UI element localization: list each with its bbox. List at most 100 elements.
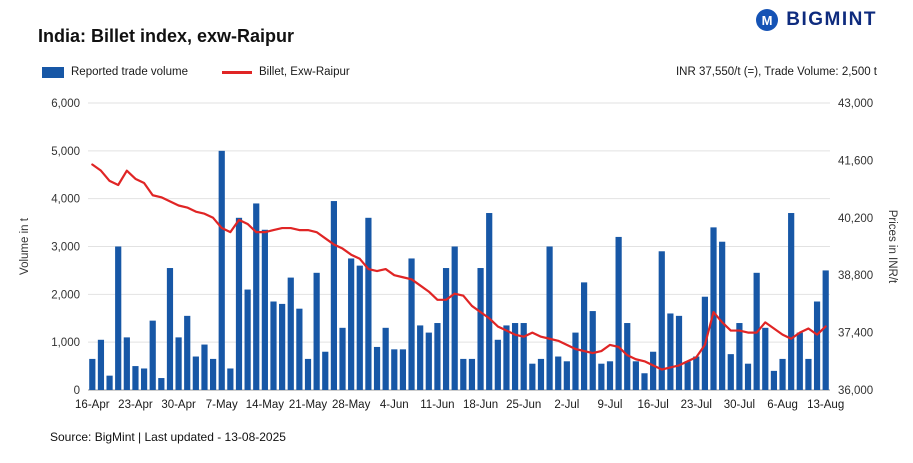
volume-bar: [770, 370, 778, 390]
volume-bar: [313, 272, 320, 390]
volume-bar: [140, 368, 148, 390]
x-axis-tick-label: 7-May: [206, 399, 238, 411]
right-axis-tick-label: 40,200: [838, 213, 873, 225]
volume-bar: [546, 246, 553, 390]
volume-bar: [719, 241, 726, 390]
volume-bar: [744, 363, 752, 390]
bigmint-logo: M BIGMINT: [755, 8, 877, 32]
volume-bar: [589, 311, 596, 390]
source-note: Source: BigMint | Last updated - 13-08-2…: [50, 430, 286, 444]
right-axis-tick-label: 36,000: [838, 385, 873, 397]
price-volume-chart: 0 1,000 2,000 3,000 4,000 5,000 6,000 36,000 37,…: [19, 98, 898, 411]
volume-bar: [89, 358, 96, 390]
volume-bar: [391, 349, 398, 390]
volume-bar: [658, 251, 665, 390]
volume-bar: [322, 351, 329, 390]
volume-bar: [149, 320, 156, 390]
volume-bar: [192, 356, 199, 390]
volume-bar: [813, 301, 821, 390]
volume-bar: [123, 337, 130, 390]
volume-bar: [218, 150, 225, 390]
x-axis-tick-label: 4-Jun: [380, 399, 409, 411]
volume-bar: [210, 358, 217, 390]
right-axis-tick-label: 37,400: [838, 328, 873, 340]
volume-bar: [555, 356, 562, 390]
volume-bar: [805, 358, 812, 390]
volume-bar: [503, 325, 510, 390]
volume-bar: [166, 268, 174, 390]
volume-bar: [408, 258, 415, 390]
volume-bar: [253, 203, 260, 390]
volume-bar: [339, 327, 346, 390]
volume-bar: [710, 227, 717, 390]
volume-bar: [788, 213, 795, 390]
volume-bar: [537, 358, 545, 390]
bigmint-logo-icon: M: [756, 9, 779, 31]
volume-bar: [270, 301, 277, 390]
x-axis-tick-label: 30-Apr: [161, 399, 196, 411]
x-axis-tick-label: 21-May: [289, 399, 328, 411]
left-axis-tick-label: 3,000: [51, 242, 80, 254]
left-axis-tick-label: 5,000: [51, 146, 80, 158]
volume-bar: [97, 339, 105, 390]
volume-bar: [779, 358, 786, 390]
x-axis-tick-label: 18-Jun: [463, 399, 498, 411]
right-axis-title: Prices in INR/t: [886, 210, 898, 284]
price-summary: INR 37,550/t (=), Trade Volume: 2,500 t: [675, 66, 877, 78]
volume-bar: [106, 375, 113, 390]
volume-bar: [822, 270, 829, 390]
left-axis-tick-label: 6,000: [51, 98, 80, 110]
volume-bar: [727, 354, 734, 391]
right-axis-tick-label: 41,600: [838, 155, 873, 167]
price-line: [91, 163, 827, 371]
legend-item-price: Billet, Exw-Raipur: [221, 66, 350, 78]
volume-bar: [425, 332, 432, 390]
volume-bar: [227, 368, 234, 390]
volume-bar: [641, 373, 648, 390]
volume-bar: [296, 308, 303, 390]
left-axis-title: Volume in t: [19, 217, 31, 275]
volume-bar: [244, 289, 251, 390]
volume-bar: [235, 217, 243, 390]
volume-bar: [399, 349, 407, 390]
legend-price-label: Billet, Exw-Raipur: [258, 66, 350, 78]
volume-bar: [563, 361, 570, 390]
volume-bar: [373, 346, 381, 390]
volume-bar: [348, 258, 355, 390]
volume-bar: [434, 323, 441, 390]
volume-bar: [624, 323, 631, 390]
volume-bar: [632, 361, 639, 390]
volume-bar: [572, 332, 579, 390]
right-axis-tick-label: 43,000: [838, 98, 873, 110]
left-axis-tick-label: 2,000: [51, 289, 80, 301]
volume-bar: [486, 213, 493, 390]
x-axis-tick-label: 28-May: [332, 399, 371, 411]
volume-bar: [581, 282, 588, 391]
volume-bar: [382, 327, 389, 390]
x-axis-tick-label: 23-Jul: [681, 399, 712, 411]
volume-bar: [762, 327, 769, 390]
volume-bar: [451, 246, 458, 390]
volume-bar: [201, 344, 208, 390]
volume-bar: [615, 236, 622, 390]
volume-bar: [460, 358, 467, 390]
volume-bar: [287, 277, 294, 390]
x-axis-tick-label: 30-Jul: [724, 399, 755, 411]
volume-bar: [494, 339, 501, 390]
legend-volume-label: Reported trade volume: [71, 66, 188, 78]
volume-bar: [261, 229, 268, 390]
x-axis-tick-label: 13-Aug: [807, 399, 844, 411]
page-title: India: Billet index, exw-Raipur: [38, 26, 295, 46]
x-axis-tick-label: 25-Jun: [506, 399, 541, 411]
volume-bar: [417, 325, 424, 390]
volume-bar: [693, 356, 700, 390]
volume-bar: [330, 201, 337, 390]
volume-bar: [667, 313, 674, 390]
left-axis-tick-label: 0: [74, 385, 80, 397]
volume-bar: [304, 358, 312, 390]
volume-bar: [684, 361, 691, 390]
volume-bar: [158, 378, 165, 390]
right-axis-tick-label: 38,800: [838, 270, 873, 282]
volume-bar: [184, 315, 191, 390]
